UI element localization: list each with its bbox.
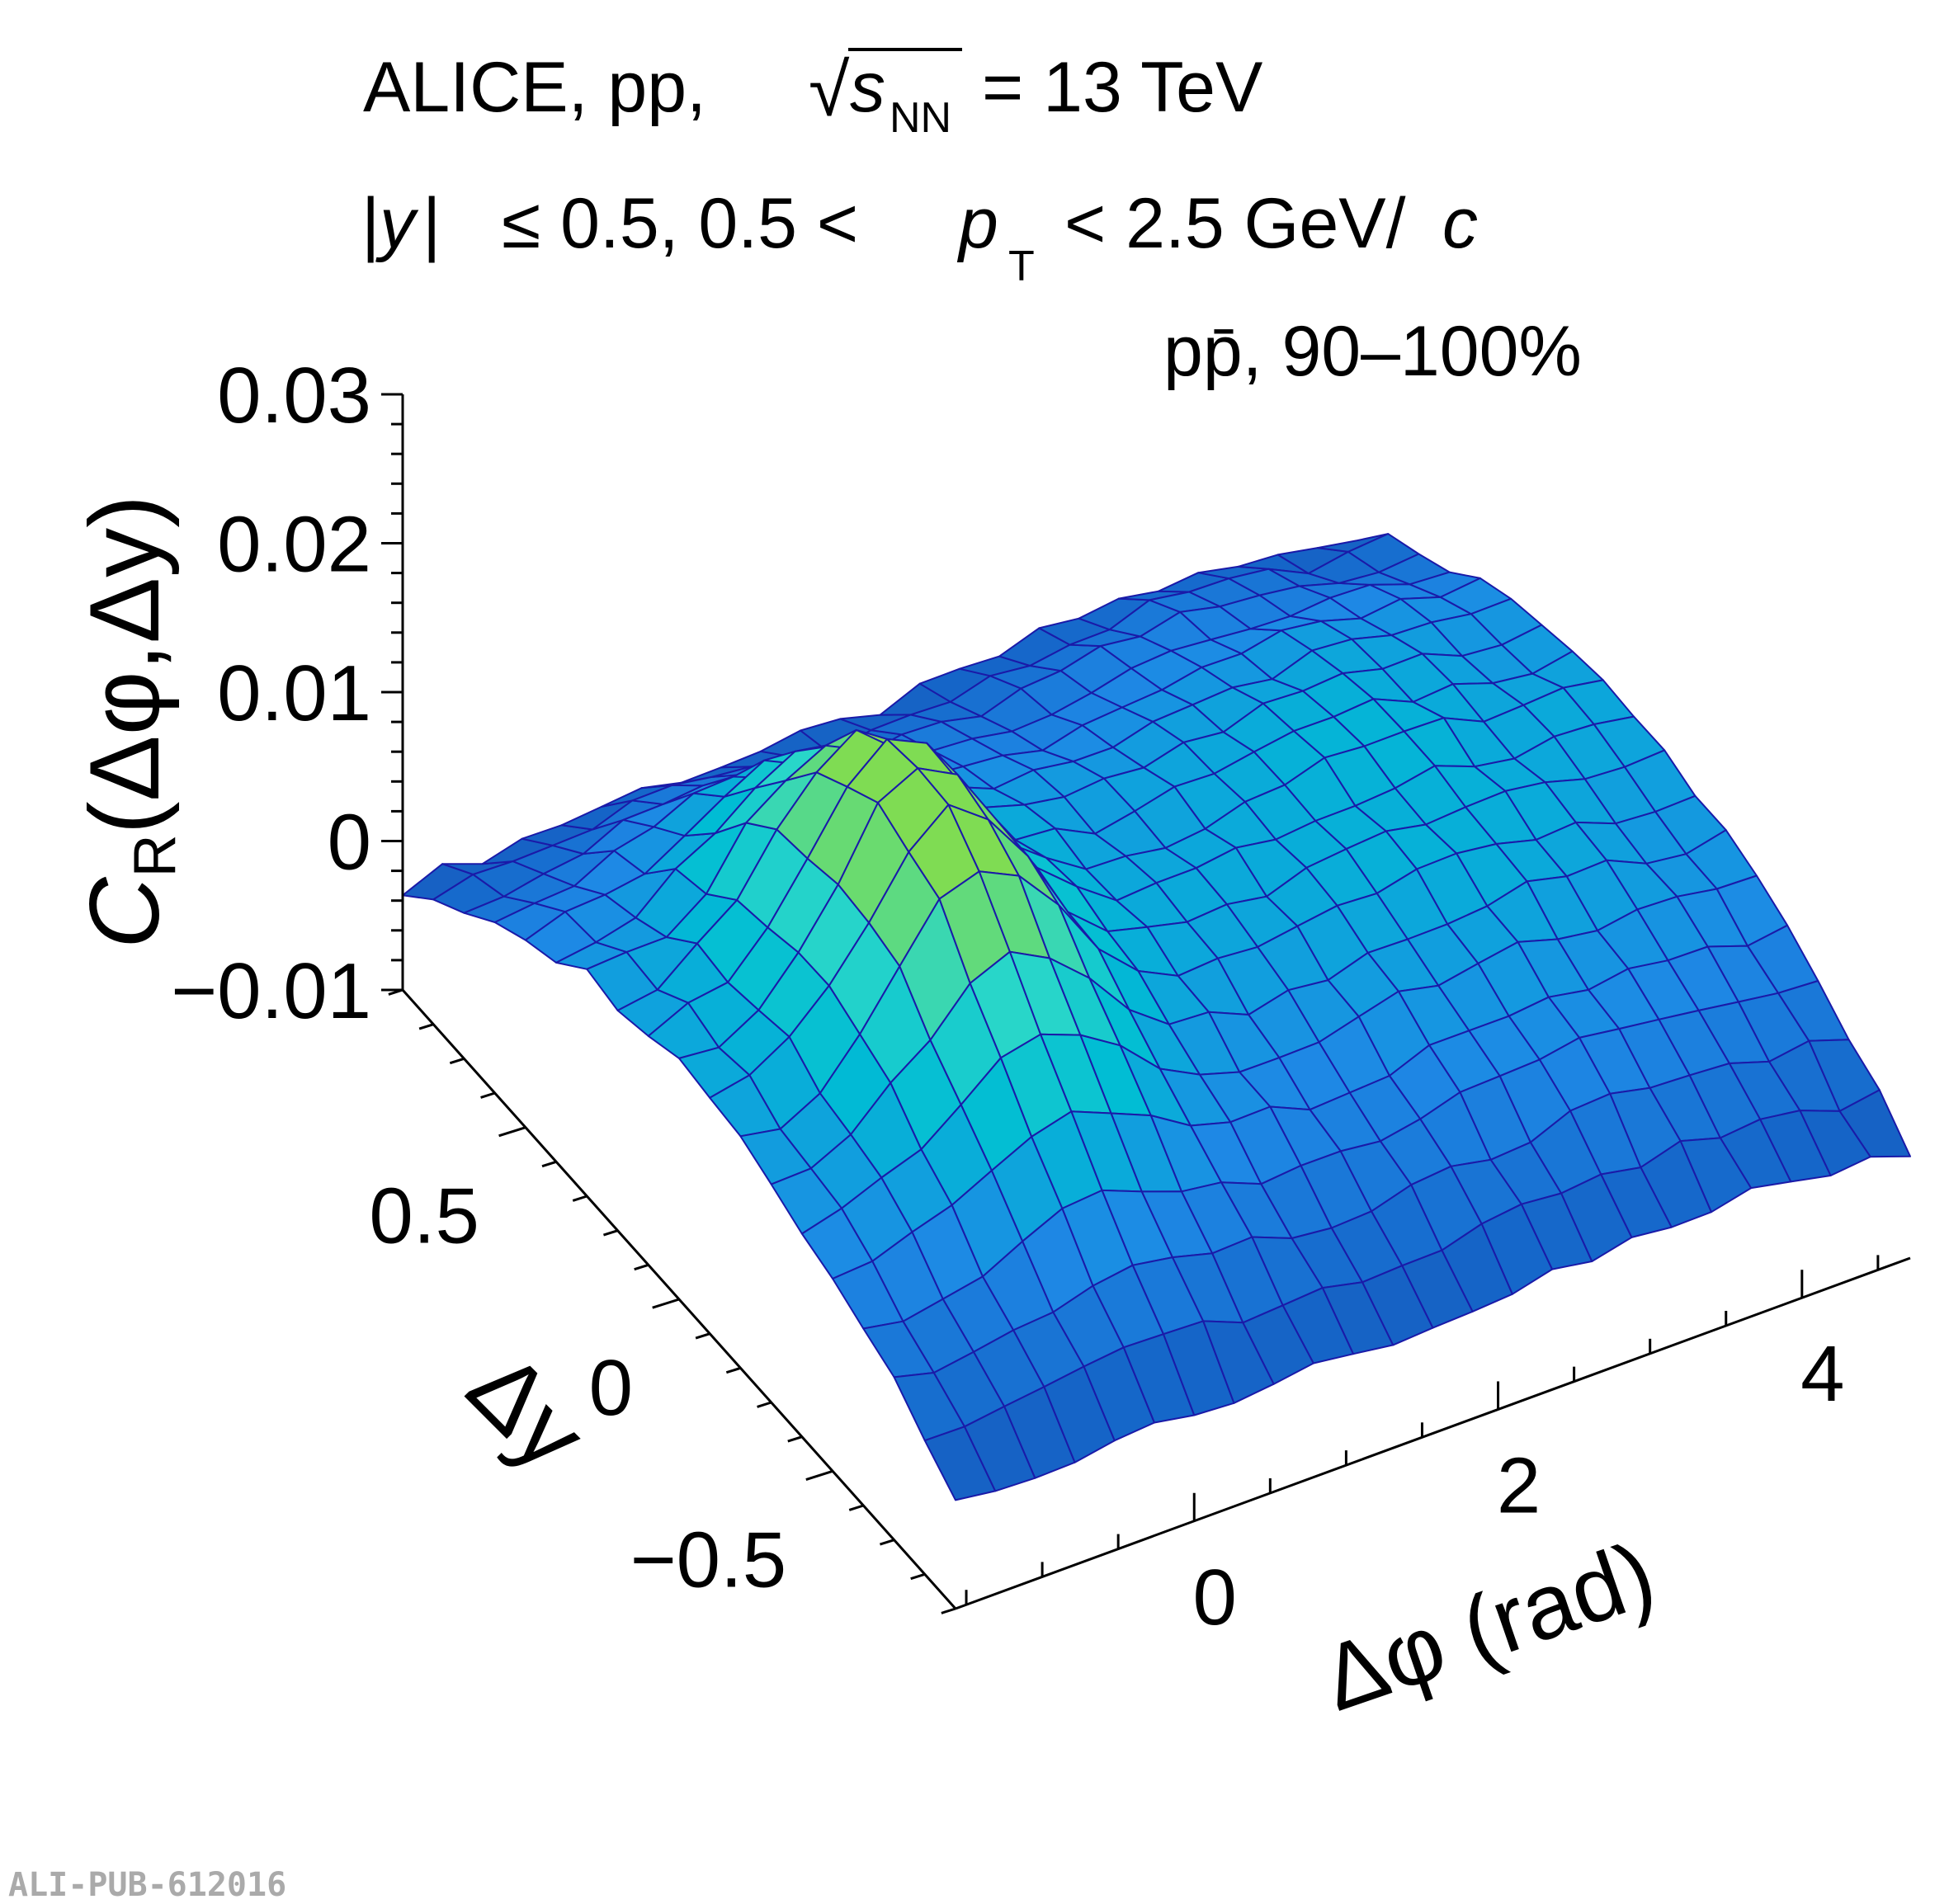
z-tick-label: −0.01 (171, 947, 371, 1035)
energy-value: = 13 TeV (982, 48, 1262, 127)
sqrt-symbol: √ (809, 49, 850, 132)
z-axis-title: CR(Δφ,Δy) (69, 495, 188, 949)
y-minor-tick (910, 1572, 926, 1581)
cut-pt-var: p (956, 184, 998, 263)
svg-text:Δφ (rad): Δφ (rad) (1310, 1521, 1667, 1730)
energy-sub: NN (890, 94, 951, 142)
z-axis-title-args: (Δφ,Δy) (69, 495, 180, 834)
z-tick-label: 0.03 (217, 351, 371, 440)
y-minor-tick (725, 1366, 741, 1374)
cut-pt-unit: c (1442, 184, 1478, 263)
y-minor-tick (634, 1263, 649, 1271)
cut-y-var: y (375, 184, 419, 263)
x-tick-label: 0 (1193, 1553, 1237, 1642)
y-major-tick (805, 1469, 833, 1481)
energy-label: √ s NN = 13 TeV (809, 48, 1262, 142)
header-experiment: ALICE, pp, (363, 48, 706, 127)
cuts-label: | y | ≤ 0.5, 0.5 < p T < 2.5 GeV/ c (361, 184, 1478, 290)
y-minor-tick (880, 1539, 895, 1546)
y-minor-tick (388, 988, 403, 996)
y-minor-tick (787, 1435, 803, 1443)
y-tick-label: −0.5 (630, 1515, 787, 1604)
z-tick-label: 0.02 (217, 501, 371, 589)
energy-var: s (850, 48, 885, 127)
pair-label: pp̄, 90–100% (1163, 312, 1582, 391)
y-minor-tick (757, 1401, 772, 1408)
y-minor-tick (480, 1091, 496, 1099)
cut-rapidity: ≤ 0.5, 0.5 < (502, 184, 858, 263)
y-minor-tick (848, 1504, 864, 1511)
y-tick-label: 0.5 (369, 1172, 479, 1261)
watermark: ALI-PUB-612016 (8, 1866, 286, 1904)
y-minor-tick (541, 1160, 557, 1168)
x-axis-title: Δφ (rad) (1310, 1521, 1667, 1730)
surface-mesh (402, 533, 1911, 1501)
x-tick-label: 4 (1800, 1330, 1844, 1418)
surface-cell (1838, 1089, 1911, 1158)
y-tick-label: 0 (589, 1344, 633, 1432)
y-minor-tick (572, 1195, 588, 1202)
cut-pt-range: < 2.5 GeV/ (1064, 184, 1406, 263)
z-axis-title-sub: R (122, 834, 188, 877)
y-axis-title: Δy (447, 1331, 607, 1492)
svg-text:Δy: Δy (447, 1331, 607, 1492)
cut-y-bar-left: | (361, 184, 380, 263)
y-minor-tick (603, 1229, 619, 1237)
z-tick-label: 0.01 (217, 649, 371, 738)
z-axis-title-main: C (69, 876, 180, 949)
cut-pt-sub: T (1008, 243, 1035, 290)
y-major-tick (652, 1298, 680, 1309)
svg-text:CR(Δφ,Δy): CR(Δφ,Δy) (69, 495, 188, 949)
z-tick-label: 0 (328, 799, 371, 887)
y-minor-tick (418, 1023, 434, 1030)
x-tick-label: 2 (1497, 1441, 1541, 1529)
x-axis-line (955, 1256, 1911, 1610)
y-minor-tick (695, 1332, 710, 1340)
axes: 0.03 0.02 0.01 0 −0.01 0.5 0 −0.5 0 2 4 (171, 351, 1911, 1642)
y-major-tick (498, 1126, 526, 1138)
y-minor-tick (941, 1607, 956, 1614)
cut-y-bar-right: | (422, 184, 441, 263)
y-minor-tick (449, 1057, 465, 1065)
